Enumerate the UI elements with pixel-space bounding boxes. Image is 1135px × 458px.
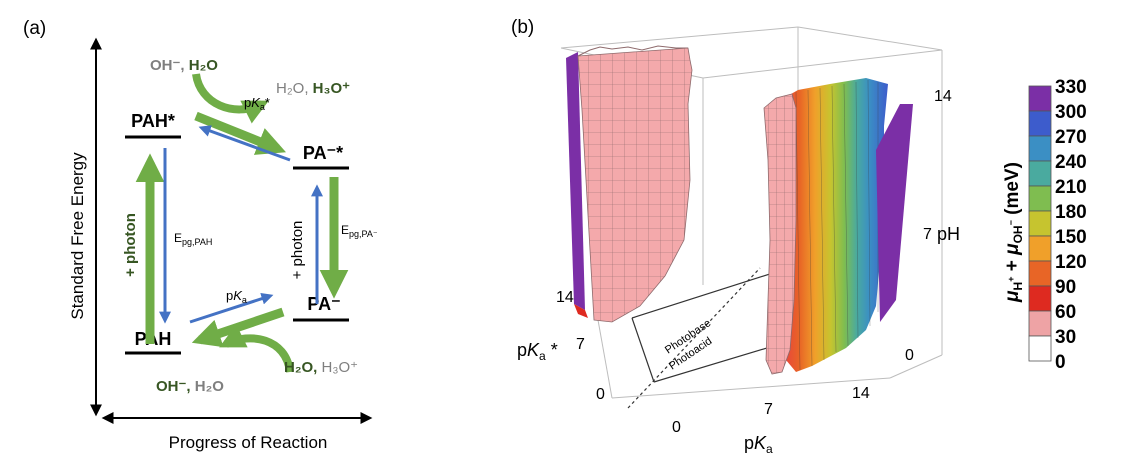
colorbar-swatch xyxy=(1028,335,1052,362)
state-pah-star: PAH* xyxy=(131,111,175,131)
plus-photon-left: + photon xyxy=(122,213,139,277)
excited-products: H₂O, H₃O⁺ xyxy=(276,80,350,97)
ground-deprotonation-arrow xyxy=(189,292,274,324)
state-pa-minus-star: PA⁻* xyxy=(303,143,343,163)
colorbar-swatch xyxy=(1028,210,1052,237)
pka-label: pKa xyxy=(226,288,247,305)
panel-b-label: (b) xyxy=(511,17,534,38)
colorbar-tick-label: 60 xyxy=(1055,302,1076,323)
energy-gap-pa: Epg,PA⁻ xyxy=(341,223,378,239)
colorbar-tick-label: 210 xyxy=(1055,177,1087,198)
colorbar-tick-label: 270 xyxy=(1055,127,1087,148)
pka-star-label: pKa* xyxy=(244,95,270,112)
pka-tick-7: 7 xyxy=(764,401,773,418)
plus-photon-right: + photon xyxy=(289,221,306,280)
colorbar-tick-label: 150 xyxy=(1055,227,1087,248)
excited-reactants: OH⁻, H₂O xyxy=(150,57,218,74)
colorbar-tick-label: 90 xyxy=(1055,277,1076,298)
pka-star-tick-0: 0 xyxy=(596,386,605,403)
energy-gap-pah: Epg,PAH xyxy=(174,231,212,247)
colorbar-swatch xyxy=(1028,110,1052,137)
colorbar-tick-label: 330 xyxy=(1055,77,1087,98)
pka-tick-0: 0 xyxy=(672,419,681,436)
colorbar-tick-label: 240 xyxy=(1055,152,1087,173)
pka-tick-14: 14 xyxy=(852,385,870,402)
pka-star-tick-14: 14 xyxy=(556,289,574,306)
pka-axis-label: pKa xyxy=(744,433,773,456)
colorbar-swatch xyxy=(1028,85,1052,112)
colorbar-swatch xyxy=(1028,310,1052,337)
colorbar-swatch xyxy=(1028,235,1052,262)
excited-protonation-arrow xyxy=(198,125,291,162)
colorbar-swatch xyxy=(1028,185,1052,212)
ground-reactants: H₂O, H₃O⁺ xyxy=(284,359,358,376)
ph-axis-label: pH xyxy=(937,224,960,244)
colorbar-title: μH+ + μOH− (meV) xyxy=(1002,162,1025,303)
colorbar-tick-label: 0 xyxy=(1055,352,1066,373)
progress-axis-label: Progress of Reaction xyxy=(169,433,328,452)
ph-tick-7: 7 xyxy=(923,226,932,243)
excited-deprotonation-arrow xyxy=(194,111,287,155)
excited-curved-arrow xyxy=(192,73,269,124)
colorbar-tick-label: 180 xyxy=(1055,202,1087,223)
surface-left xyxy=(566,45,693,323)
ground-products: OH⁻, H₂O xyxy=(156,378,224,395)
surface-right xyxy=(763,78,913,375)
ph-tick-0: 0 xyxy=(905,347,914,364)
pka-star-tick-7: 7 xyxy=(576,336,585,353)
colorbar-tick-label: 120 xyxy=(1055,252,1087,273)
state-pa-minus: PA⁻ xyxy=(307,294,340,314)
colorbar-tick-label: 30 xyxy=(1055,327,1076,348)
colorbar-tick-label: 300 xyxy=(1055,102,1087,123)
panel-a-label: (a) xyxy=(23,18,46,39)
colorbar-swatch xyxy=(1028,160,1052,187)
ph-tick-14: 14 xyxy=(934,88,952,105)
ground-curved-arrow xyxy=(219,324,294,373)
colorbar-swatch xyxy=(1028,135,1052,162)
energy-axis-label: Standard Free Energy xyxy=(68,152,87,320)
colorbar-swatch xyxy=(1028,285,1052,312)
pka-star-axis-label: pKa * xyxy=(517,340,558,363)
colorbar-swatch xyxy=(1028,260,1052,287)
